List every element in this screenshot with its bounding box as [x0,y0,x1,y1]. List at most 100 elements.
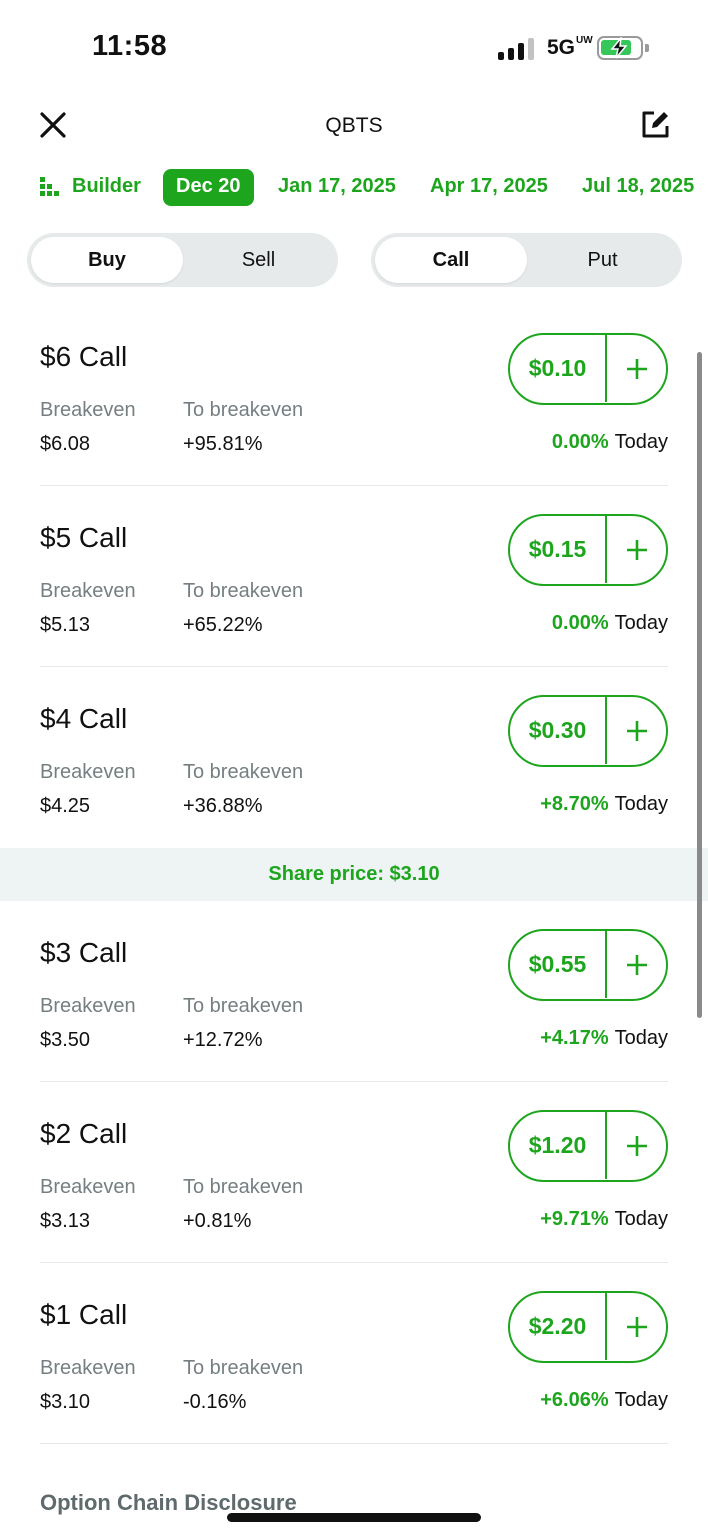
option-price: $0.55 [510,931,607,998]
change-percent: +6.06% [540,1389,609,1411]
option-price: $1.20 [510,1112,607,1179]
add-option-button[interactable]: $0.30 [508,695,668,767]
today-label: Today [614,793,668,815]
to-breakeven-label: To breakeven [183,580,304,602]
option-price: $0.30 [510,697,607,764]
strike-label: $6 Call [40,341,128,372]
option-row[interactable]: $3 Call Breakeven To breakeven $3.50 +12… [40,901,668,1082]
option-row[interactable]: $4 Call Breakeven To breakeven $4.25 +36… [40,667,668,848]
breakeven-label: Breakeven [40,580,136,602]
plus-icon [608,1293,666,1360]
breakeven-value: $6.08 [40,433,91,455]
breakeven-label: Breakeven [40,1357,136,1379]
to-breakeven-value: -0.16% [183,1391,247,1413]
option-row[interactable]: $5 Call Breakeven To breakeven $5.13 +65… [40,486,668,667]
breakeven-label: Breakeven [40,1176,136,1198]
share-price-divider: Share price: $3.10 [0,848,708,901]
to-breakeven-value: +12.72% [183,1029,263,1051]
call-option[interactable]: Call [375,237,527,283]
change-today: 0.00% Today [552,431,668,454]
to-breakeven-label: To breakeven [183,399,304,421]
network-suffix: UW [576,35,593,46]
to-breakeven-label: To breakeven [183,995,304,1017]
change-today: +8.70% Today [540,793,668,816]
home-indicator[interactable] [227,1513,481,1522]
option-price: $0.10 [510,335,607,402]
to-breakeven-value: +95.81% [183,433,263,455]
network-type: 5G [547,36,576,59]
today-label: Today [614,1208,668,1230]
strike-label: $2 Call [40,1118,128,1149]
builder-button[interactable]: Builder [40,175,141,198]
change-today: +9.71% Today [540,1208,668,1231]
option-row[interactable]: $6 Call Breakeven To breakeven $6.08 +95… [40,305,668,486]
status-time: 11:58 [92,30,168,62]
today-label: Today [614,431,668,453]
add-option-button[interactable]: $1.20 [508,1110,668,1182]
breakeven-value: $4.25 [40,795,91,817]
breakeven-value: $3.13 [40,1210,91,1232]
change-today: +6.06% Today [540,1389,668,1412]
battery-charging-icon [597,36,649,60]
add-option-button[interactable]: $0.10 [508,333,668,405]
breakeven-label: Breakeven [40,995,136,1017]
close-icon[interactable] [38,110,68,140]
change-percent: +8.70% [540,793,609,815]
edit-icon[interactable] [640,108,672,140]
plus-icon [608,516,666,583]
to-breakeven-value: +36.88% [183,795,263,817]
change-percent: 0.00% [551,612,609,634]
option-price: $0.15 [510,516,607,583]
breakeven-value: $3.50 [40,1029,91,1051]
call-put-toggle: Call Put [371,233,682,287]
tab-expiration-1[interactable]: Dec 20 [163,169,254,206]
add-option-button[interactable]: $2.20 [508,1291,668,1363]
option-price: $2.20 [510,1293,607,1360]
to-breakeven-value: +65.22% [183,614,263,636]
tab-expiration-4[interactable]: Jul 18, 2025 [582,175,695,197]
breakeven-value: $3.10 [40,1391,91,1413]
option-chain-disclosure-link[interactable]: Option Chain Disclosure [40,1490,297,1515]
header: QBTS [0,100,708,150]
to-breakeven-label: To breakeven [183,1176,304,1198]
option-row[interactable]: $2 Call Breakeven To breakeven $3.13 +0.… [40,1082,668,1263]
strike-label: $1 Call [40,1299,128,1330]
buy-sell-toggle: Buy Sell [27,233,338,287]
tab-expiration-2[interactable]: Jan 17, 2025 [278,175,396,197]
change-today: 0.00% Today [552,612,668,635]
strike-label: $4 Call [40,703,128,734]
plus-icon [608,335,666,402]
buy-option[interactable]: Buy [31,237,183,283]
today-label: Today [614,1389,668,1411]
plus-icon [608,697,666,764]
strike-label: $3 Call [40,937,128,968]
option-row[interactable]: $1 Call Breakeven To breakeven $3.10 -0.… [40,1263,668,1444]
breakeven-label: Breakeven [40,399,136,421]
strike-label: $5 Call [40,522,128,553]
add-option-button[interactable]: $0.55 [508,929,668,1001]
put-option[interactable]: Put [587,249,618,271]
breakeven-label: Breakeven [40,761,136,783]
expiration-bar: Builder Dec 20 Jan 17, 2025 Apr 17, 2025… [40,169,708,207]
scrollbar[interactable] [697,352,702,1018]
plus-icon [608,931,666,998]
change-percent: +4.17% [540,1027,609,1049]
breakeven-value: $5.13 [40,614,91,636]
plus-icon [608,1112,666,1179]
add-option-button[interactable]: $0.15 [508,514,668,586]
option-chain-list: $6 Call Breakeven To breakeven $6.08 +95… [0,305,708,1444]
network-indicator: 5GUW [547,36,593,60]
cellular-signal-icon [498,38,536,60]
change-percent: +9.71% [540,1208,609,1230]
status-bar: 11:58 5GUW [0,0,708,96]
today-label: Today [614,612,668,634]
tab-expiration-3[interactable]: Apr 17, 2025 [430,175,548,197]
change-today: +4.17% Today [540,1027,668,1050]
to-breakeven-label: To breakeven [183,761,304,783]
sell-option[interactable]: Sell [241,249,276,271]
to-breakeven-label: To breakeven [183,1357,304,1379]
builder-label: Builder [72,175,141,197]
builder-icon [40,176,59,196]
to-breakeven-value: +0.81% [183,1210,252,1232]
change-percent: 0.00% [551,431,609,453]
